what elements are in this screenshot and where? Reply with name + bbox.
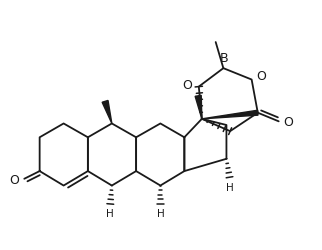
Text: O: O [284,116,293,129]
Polygon shape [102,100,112,124]
Text: H: H [107,210,114,220]
Polygon shape [202,110,258,119]
Text: O: O [9,174,19,187]
Text: H: H [156,210,164,220]
Text: O: O [257,70,266,83]
Polygon shape [195,95,202,119]
Text: H: H [226,183,233,193]
Text: O: O [182,78,192,92]
Text: B: B [220,52,229,65]
